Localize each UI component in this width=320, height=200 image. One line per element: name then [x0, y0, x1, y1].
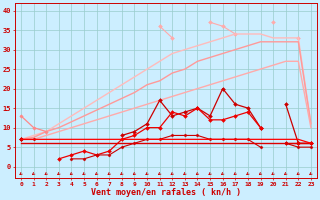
X-axis label: Vent moyen/en rafales ( kn/h ): Vent moyen/en rafales ( kn/h )	[91, 188, 241, 197]
